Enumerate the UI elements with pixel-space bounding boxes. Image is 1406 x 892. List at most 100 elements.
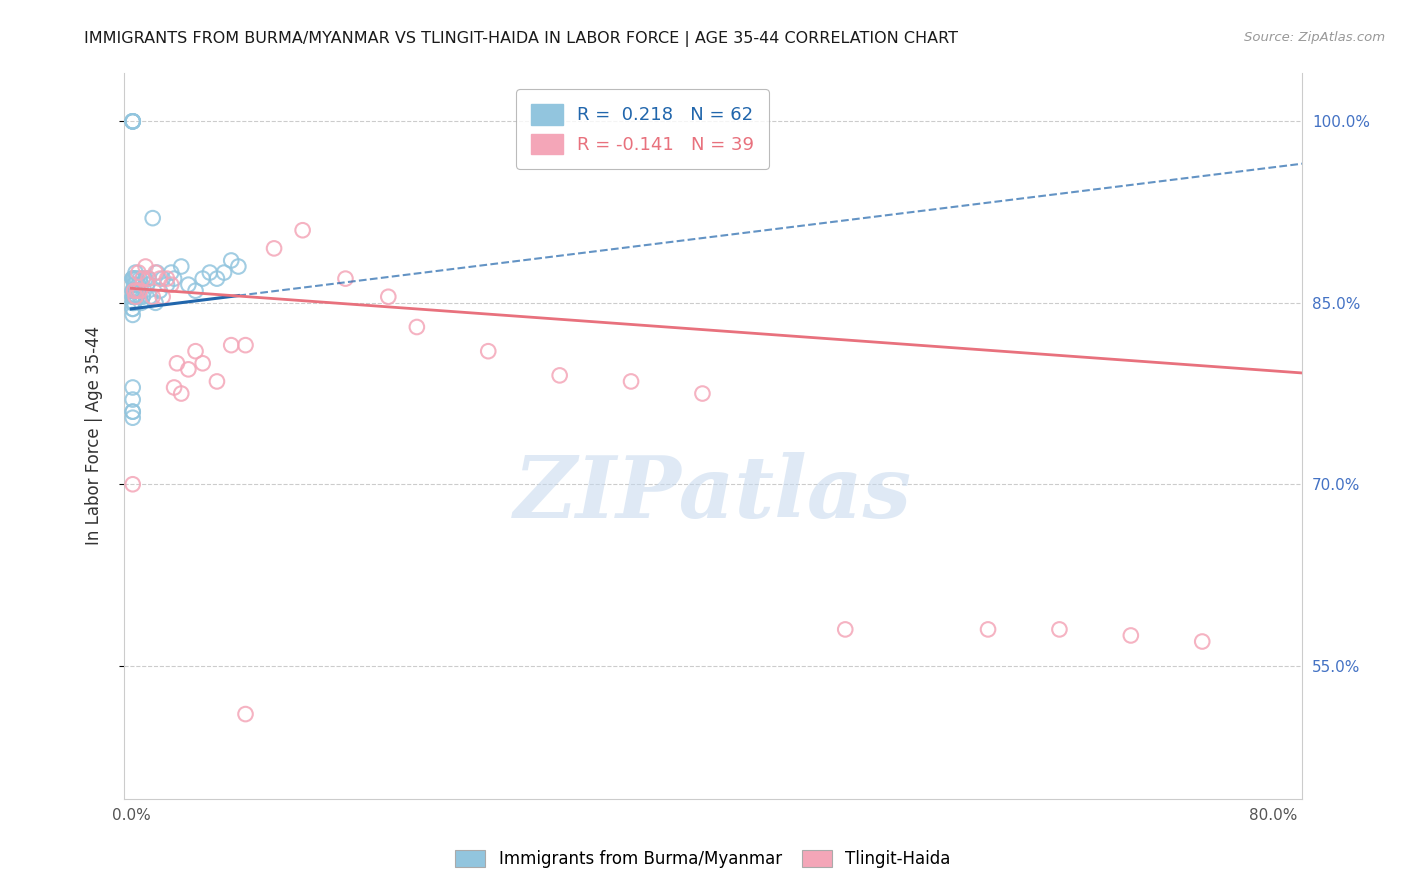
Point — [139, 290, 162, 304]
Point — [124, 290, 146, 304]
Point — [127, 284, 149, 298]
Point — [156, 277, 179, 292]
Point — [121, 410, 143, 425]
Point — [160, 266, 183, 280]
Point — [263, 241, 285, 255]
Point — [212, 266, 235, 280]
Point — [235, 707, 257, 722]
Point — [177, 362, 200, 376]
Point — [127, 277, 149, 292]
Point — [121, 405, 143, 419]
Point — [1119, 628, 1142, 642]
Point — [121, 114, 143, 128]
Point — [121, 295, 143, 310]
Point — [121, 290, 143, 304]
Point — [121, 284, 143, 298]
Point — [121, 271, 143, 285]
Point — [184, 284, 207, 298]
Point — [977, 623, 1000, 637]
Y-axis label: In Labor Force | Age 35-44: In Labor Force | Age 35-44 — [86, 326, 103, 545]
Point — [138, 271, 160, 285]
Point — [145, 295, 167, 310]
Point — [620, 375, 643, 389]
Point — [125, 290, 148, 304]
Point — [121, 114, 143, 128]
Point — [219, 338, 242, 352]
Point — [131, 271, 153, 285]
Point — [121, 114, 143, 128]
Point — [145, 266, 167, 280]
Point — [121, 271, 143, 285]
Point — [1191, 634, 1213, 648]
Point — [121, 271, 143, 285]
Point — [135, 271, 157, 285]
Point — [131, 271, 153, 285]
Point — [127, 266, 149, 280]
Point — [121, 301, 143, 316]
Point — [134, 284, 156, 298]
Point — [125, 271, 148, 285]
Point — [122, 277, 145, 292]
Point — [156, 271, 179, 285]
Point — [235, 338, 257, 352]
Point — [122, 295, 145, 310]
Point — [149, 284, 172, 298]
Point — [129, 295, 152, 310]
Point — [170, 386, 193, 401]
Point — [163, 380, 186, 394]
Point — [121, 284, 143, 298]
Point — [122, 284, 145, 298]
Point — [548, 368, 571, 383]
Point — [128, 271, 150, 285]
Point — [125, 284, 148, 298]
Point — [121, 392, 143, 407]
Point — [121, 301, 143, 316]
Point — [121, 295, 143, 310]
Point — [1049, 623, 1071, 637]
Point — [121, 290, 143, 304]
Point — [142, 211, 165, 226]
Point — [166, 356, 188, 370]
Point — [121, 405, 143, 419]
Text: ZIPatlas: ZIPatlas — [515, 452, 912, 536]
Point — [834, 623, 856, 637]
Point — [205, 271, 228, 285]
Point — [121, 380, 143, 394]
Point — [146, 266, 169, 280]
Point — [121, 477, 143, 491]
Point — [198, 266, 221, 280]
Text: IMMIGRANTS FROM BURMA/MYANMAR VS TLINGIT-HAIDA IN LABOR FORCE | AGE 35-44 CORREL: IMMIGRANTS FROM BURMA/MYANMAR VS TLINGIT… — [84, 31, 959, 47]
Point — [170, 260, 193, 274]
Point — [121, 114, 143, 128]
Point — [152, 290, 174, 304]
Point — [692, 386, 714, 401]
Point — [291, 223, 314, 237]
Point — [135, 260, 157, 274]
Point — [124, 266, 146, 280]
Point — [122, 290, 145, 304]
Point — [163, 271, 186, 285]
Point — [191, 271, 214, 285]
Point — [124, 284, 146, 298]
Point — [121, 114, 143, 128]
Point — [136, 277, 159, 292]
Point — [477, 344, 499, 359]
Point — [160, 277, 183, 292]
Point — [184, 344, 207, 359]
Point — [129, 277, 152, 292]
Point — [377, 290, 399, 304]
Point — [219, 253, 242, 268]
Legend: R =  0.218   N = 62, R = -0.141   N = 39: R = 0.218 N = 62, R = -0.141 N = 39 — [516, 89, 769, 169]
Point — [128, 284, 150, 298]
Point — [124, 271, 146, 285]
Point — [142, 290, 165, 304]
Point — [152, 271, 174, 285]
Point — [138, 271, 160, 285]
Point — [131, 290, 153, 304]
Point — [191, 356, 214, 370]
Text: Source: ZipAtlas.com: Source: ZipAtlas.com — [1244, 31, 1385, 45]
Point — [205, 375, 228, 389]
Point — [122, 271, 145, 285]
Point — [149, 271, 172, 285]
Point — [228, 260, 250, 274]
